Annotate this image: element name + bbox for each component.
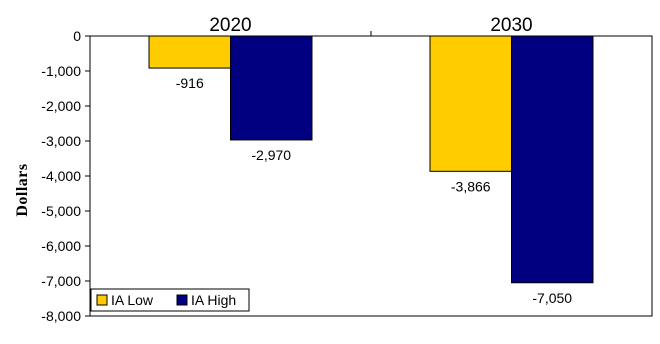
legend-label: IA High: [191, 292, 236, 308]
y-tick-label: -1,000: [41, 63, 81, 79]
legend: IA Low IA High: [90, 288, 250, 312]
y-tick-label: 0: [73, 28, 81, 44]
bar: [148, 35, 231, 69]
legend-swatch: [96, 294, 108, 306]
y-tick-label: -6,000: [41, 238, 81, 254]
data-label: -3,866: [451, 178, 491, 194]
legend-swatch: [176, 294, 188, 306]
legend-box: [90, 288, 250, 312]
category-label: 2020: [209, 15, 251, 36]
bar: [511, 35, 594, 284]
y-tick-label: -7,000: [41, 273, 81, 289]
data-label: -7,050: [532, 290, 572, 306]
y-tick-label: -8,000: [41, 308, 81, 324]
y-tick-label: -4,000: [41, 168, 81, 184]
legend-label: IA Low: [111, 292, 154, 308]
y-tick-label: -5,000: [41, 203, 81, 219]
data-label: -916: [176, 75, 204, 91]
y-tick-label: -3,000: [41, 133, 81, 149]
category-label: 2030: [490, 15, 532, 36]
y-tick-label: -2,000: [41, 98, 81, 114]
data-label: -2,970: [251, 147, 291, 163]
bar: [429, 35, 513, 172]
y-axis-label: Dollars: [14, 163, 31, 216]
bar: [230, 35, 313, 141]
